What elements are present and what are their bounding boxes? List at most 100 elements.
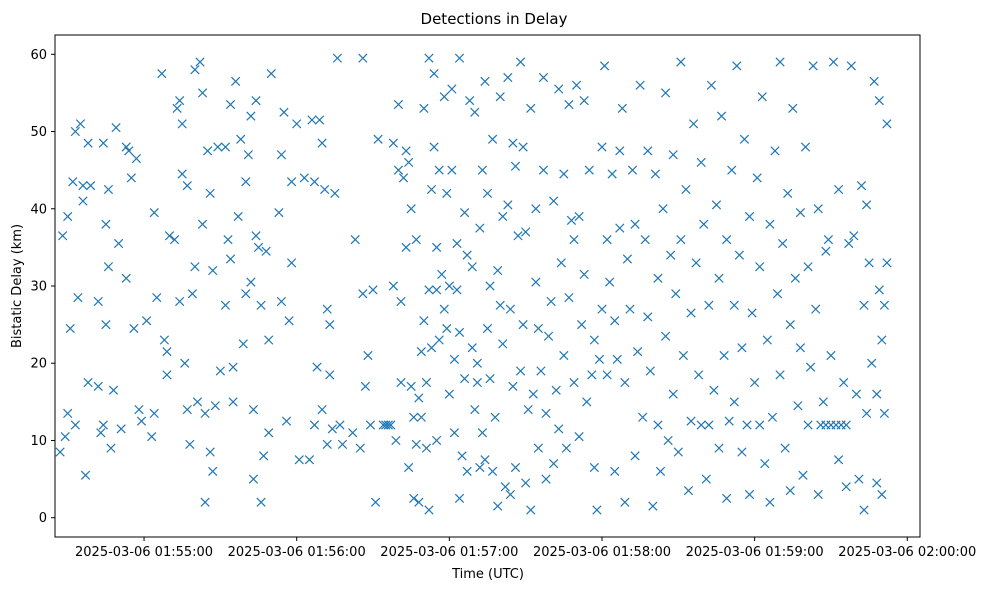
data-point — [121, 273, 131, 283]
data-point — [691, 258, 701, 268]
y-axis-title: Bistatic Delay (km) — [10, 224, 25, 348]
data-point — [701, 474, 711, 484]
data-point — [225, 254, 236, 264]
y-tick-label: 60 — [30, 48, 47, 63]
data-point — [225, 99, 236, 110]
data-point — [719, 350, 729, 361]
data-point — [101, 219, 111, 229]
data-point — [615, 146, 625, 156]
data-point — [159, 335, 170, 345]
data-point — [645, 366, 655, 376]
data-point — [442, 188, 452, 198]
data-point — [673, 447, 683, 457]
data-point — [780, 443, 790, 453]
data-point — [73, 292, 83, 303]
data-point — [449, 354, 460, 364]
data-point — [108, 385, 119, 395]
plot-area — [54, 34, 921, 538]
data-point — [264, 335, 274, 345]
data-point — [734, 250, 744, 260]
data-point — [304, 455, 315, 465]
data-point — [434, 165, 444, 175]
data-point — [688, 119, 699, 129]
data-point — [589, 462, 599, 473]
data-point — [515, 57, 526, 67]
data-point — [63, 211, 73, 222]
data-point — [365, 420, 376, 430]
data-point — [521, 227, 531, 237]
data-point — [615, 223, 625, 233]
data-point — [841, 420, 851, 430]
data-point — [844, 238, 854, 249]
data-point — [103, 184, 114, 195]
data-point — [485, 281, 495, 291]
data-point — [467, 262, 477, 272]
data-point — [391, 435, 401, 446]
data-point — [58, 231, 68, 241]
data-point — [80, 470, 91, 480]
data-point — [793, 401, 803, 411]
data-point — [309, 420, 320, 430]
data-point — [879, 300, 890, 310]
data-point — [332, 53, 343, 63]
data-point — [818, 397, 828, 407]
data-point — [777, 238, 788, 249]
data-point — [442, 323, 452, 334]
data-point — [528, 389, 538, 399]
data-point — [197, 88, 208, 98]
data-point — [846, 61, 856, 71]
data-point — [482, 323, 493, 334]
data-point — [241, 289, 251, 299]
data-point — [526, 505, 536, 515]
data-point — [205, 188, 215, 198]
data-point — [536, 366, 546, 376]
data-point — [653, 273, 663, 283]
data-point — [627, 165, 638, 175]
data-point — [192, 397, 203, 407]
data-point — [396, 296, 406, 307]
data-point — [223, 235, 233, 245]
x-tick-label: 2025-03-06 01:55:00 — [75, 545, 213, 560]
data-point — [437, 269, 447, 280]
data-point — [449, 428, 460, 438]
data-point — [795, 208, 806, 218]
data-point — [630, 451, 640, 461]
data-point — [309, 177, 320, 187]
data-point — [564, 292, 574, 303]
data-point — [180, 358, 190, 368]
data-point — [518, 319, 528, 330]
data-point — [757, 92, 767, 102]
data-point — [317, 404, 327, 415]
data-point — [447, 165, 457, 175]
data-point — [686, 416, 696, 426]
data-point — [584, 165, 594, 175]
data-point — [643, 146, 653, 156]
data-point — [370, 497, 381, 507]
data-point — [533, 323, 544, 334]
data-point — [197, 219, 208, 229]
data-point — [874, 96, 884, 106]
data-point — [767, 412, 778, 422]
data-point — [541, 408, 551, 419]
data-point — [602, 370, 612, 380]
data-point — [632, 347, 643, 357]
data-point — [559, 350, 569, 361]
data-point — [429, 68, 439, 79]
data-point — [569, 235, 579, 245]
data-point — [546, 296, 556, 307]
data-point — [579, 96, 589, 106]
data-point — [678, 350, 689, 361]
data-point — [800, 142, 811, 152]
data-point — [419, 316, 429, 326]
data-point — [220, 300, 231, 310]
data-point — [149, 408, 159, 419]
data-point — [431, 242, 442, 253]
data-point — [671, 289, 681, 299]
data-point — [683, 486, 694, 496]
data-point — [241, 177, 251, 187]
data-point — [208, 265, 218, 276]
data-point — [604, 277, 615, 287]
data-point — [610, 466, 620, 476]
